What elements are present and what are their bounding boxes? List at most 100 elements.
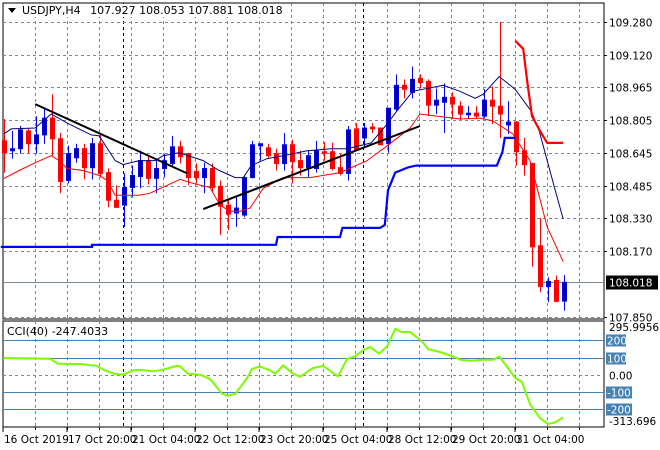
ohlc-close: 108.018 <box>237 4 283 17</box>
bear-candle <box>82 143 87 180</box>
bear-candle <box>210 163 215 193</box>
price-axis-label: 109.280 <box>609 18 652 30</box>
resistance-stop-line <box>514 40 564 144</box>
candle-body <box>554 279 559 302</box>
bull-candle <box>202 162 207 194</box>
bull-candle <box>562 275 567 311</box>
ohlc-high: 108.053 <box>139 4 185 17</box>
candle-body <box>98 143 103 174</box>
candle-body <box>346 129 351 174</box>
candle-body <box>178 146 183 158</box>
candle-body <box>474 112 479 117</box>
candle-body <box>10 148 15 152</box>
candle-body <box>498 105 503 115</box>
candle-body <box>562 281 567 302</box>
bull-candle <box>306 150 311 178</box>
bear-candle <box>458 101 463 121</box>
bull-candle <box>314 140 319 173</box>
candle-body <box>74 148 79 159</box>
bull-candle <box>442 83 447 133</box>
candle-body <box>202 167 207 179</box>
candle-body <box>82 148 87 169</box>
ohlc-low: 107.881 <box>188 4 234 17</box>
bear-candle <box>418 74 423 89</box>
bear-candle <box>322 141 327 161</box>
time-axis-label: 16 Oct 2019 <box>4 434 69 446</box>
candle-body <box>274 153 279 165</box>
cci-level-label: 200 <box>607 336 627 348</box>
price-axis-label: 109.120 <box>609 51 652 63</box>
candle-body <box>34 134 39 145</box>
bear-candle <box>194 163 199 184</box>
candle-body <box>362 127 367 139</box>
candle-body <box>482 99 487 117</box>
candle-body <box>338 167 343 174</box>
bull-candle <box>506 101 511 134</box>
bear-candle <box>490 86 495 124</box>
bull-candle <box>170 135 175 168</box>
candle-body <box>234 207 239 214</box>
candle-body <box>42 117 47 136</box>
bull-candle <box>234 197 239 228</box>
dropdown-triangle-icon[interactable] <box>8 8 16 13</box>
candle-body <box>18 129 23 150</box>
cci-header: CCI(40) -247.4033 <box>7 325 108 338</box>
candle-body <box>426 80 431 106</box>
ma-fast-line <box>3 75 564 220</box>
candle-body <box>2 140 7 154</box>
cci-level-box <box>606 352 626 365</box>
bull-candle <box>66 145 71 184</box>
candle-body <box>186 153 191 179</box>
price-axis-label: 107.850 <box>609 313 652 325</box>
bear-candle <box>50 94 55 156</box>
candle-body <box>50 117 55 140</box>
bear-candle <box>450 92 455 119</box>
trendline-down <box>34 103 188 175</box>
time-axis-label: 17 Oct 20:00 <box>68 434 136 446</box>
bull-candle <box>546 277 551 303</box>
candle-body <box>450 96 455 105</box>
candle-body <box>258 143 263 147</box>
candle-body <box>522 150 527 166</box>
cci-min-label: -313.696 <box>609 416 657 428</box>
candle-body <box>546 281 551 287</box>
candle-body <box>146 160 151 179</box>
bull-candle <box>434 88 439 115</box>
bear-candle <box>530 163 535 267</box>
bull-candle <box>154 160 159 194</box>
bull-candle <box>90 137 95 180</box>
bull-candle <box>394 74 399 112</box>
bear-candle <box>98 133 103 178</box>
time-axis-label: 25 Oct 04:00 <box>324 434 392 446</box>
candle-body <box>386 107 391 145</box>
time-axis-label: 23 Oct 20:00 <box>260 434 328 446</box>
bear-candle <box>274 148 279 171</box>
bear-candle <box>538 217 543 293</box>
support-stop-line <box>0 136 516 248</box>
bear-candle <box>266 143 271 158</box>
candle-body <box>194 171 199 179</box>
candle-body <box>306 155 311 169</box>
candle-body <box>298 160 303 169</box>
candle-body <box>218 185 223 207</box>
cci-level-box <box>606 386 632 399</box>
candle-body <box>490 99 495 107</box>
bear-candle <box>114 185 119 209</box>
bear-candle <box>522 137 527 176</box>
current-price-label: 108.018 <box>609 278 652 290</box>
price-axis-label: 108.485 <box>609 182 652 194</box>
cci-line <box>3 327 564 426</box>
candle-body <box>250 144 255 179</box>
candle-body <box>242 177 247 216</box>
candle-body <box>90 143 95 169</box>
candle-body <box>442 96 447 103</box>
candle-body <box>410 78 415 93</box>
candle-body <box>378 127 383 146</box>
bear-candle <box>186 152 191 186</box>
cci-level-label: 100 <box>607 354 627 366</box>
cci-name: CCI(40) <box>7 325 49 338</box>
bear-candle <box>218 180 223 235</box>
candle-body <box>530 163 535 248</box>
bear-candle <box>402 79 407 99</box>
